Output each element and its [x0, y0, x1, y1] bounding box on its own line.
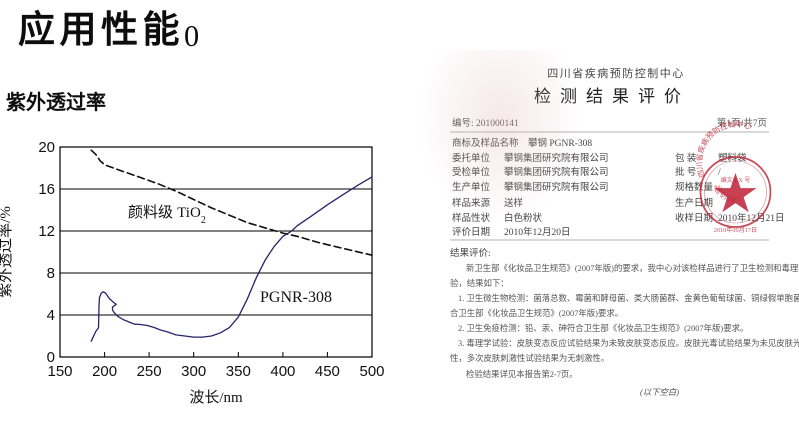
svg-text:新卫生部《化妆品卫生规范》(2007年版)的要求，我中心对该: 新卫生部《化妆品卫生规范》(2007年版)的要求，我中心对该检样品进行了卫生检测… — [466, 263, 799, 273]
svg-text:编文X X 号: 编文X X 号 — [721, 176, 751, 184]
svg-text:1. 卫生微生物检测：菌落总数、霉菌和酵母菌、类大肠菌群、金: 1. 卫生微生物检测：菌落总数、霉菌和酵母菌、类大肠菌群、金黄色葡萄球菌、铜绿假… — [458, 293, 799, 303]
svg-text:四川省疾病预防控制中心: 四川省疾病预防控制中心 — [694, 119, 753, 179]
svg-text:300: 300 — [181, 363, 206, 380]
svg-text:150: 150 — [47, 363, 72, 380]
svg-text:450: 450 — [315, 363, 340, 380]
svg-text:400: 400 — [270, 363, 295, 380]
svg-text:16: 16 — [38, 181, 55, 198]
svg-text:350: 350 — [226, 363, 251, 380]
svg-text:验，结果如下：: 验，结果如下： — [450, 278, 509, 288]
svg-text:12: 12 — [38, 223, 55, 240]
svg-text:8: 8 — [47, 265, 55, 282]
svg-text:合卫生部《化妆品卫生规范》(2007年版)要求。: 合卫生部《化妆品卫生规范》(2007年版)要求。 — [450, 308, 623, 318]
svg-text:250: 250 — [137, 363, 162, 380]
svg-text:检验结果详见本报告第2-7页。: 检验结果详见本报告第2-7页。 — [466, 369, 578, 379]
svg-text:20: 20 — [38, 139, 55, 156]
svg-text:生产日期: 生产日期 — [675, 197, 713, 209]
svg-text:/: / — [718, 168, 721, 178]
svg-text:2010年09月17日: 2010年09月17日 — [714, 226, 757, 234]
svg-text:紫外透过率/%: 紫外透过率/% — [0, 206, 14, 298]
svg-text:4: 4 — [47, 307, 55, 324]
svg-text:波长/nm: 波长/nm — [189, 389, 243, 406]
svg-text:2. 卫生免疫检测：铅、汞、砷符合卫生部《化妆品卫生规范》(: 2. 卫生免疫检测：铅、汞、砷符合卫生部《化妆品卫生规范》(2007年版)要求。 — [458, 323, 748, 333]
svg-text:结果评价:: 结果评价: — [450, 247, 491, 259]
svg-text:规格数量: 规格数量 — [675, 181, 714, 193]
svg-text:PGNR-308: PGNR-308 — [260, 289, 332, 306]
svg-text:包 装: 包 装 — [675, 152, 697, 164]
svg-text:200: 200 — [92, 363, 117, 380]
svg-text:500: 500 — [359, 363, 384, 380]
svg-text:批 号: 批 号 — [675, 166, 696, 178]
svg-text:性，多次皮肤刺激性试验结果为无刺激性。: 性，多次皮肤刺激性试验结果为无刺激性。 — [450, 353, 609, 363]
svg-text:颜料级 TiO2: 颜料级 TiO2 — [128, 204, 206, 226]
svg-text:3. 毒理学试验：皮肤变态反应试验结果为未致皮肤变态反应。皮: 3. 毒理学试验：皮肤变态反应试验结果为未致皮肤变态反应。皮肤光毒试验结果为未见… — [458, 338, 799, 348]
svg-text:(以下空白): (以下空白) — [640, 387, 679, 397]
